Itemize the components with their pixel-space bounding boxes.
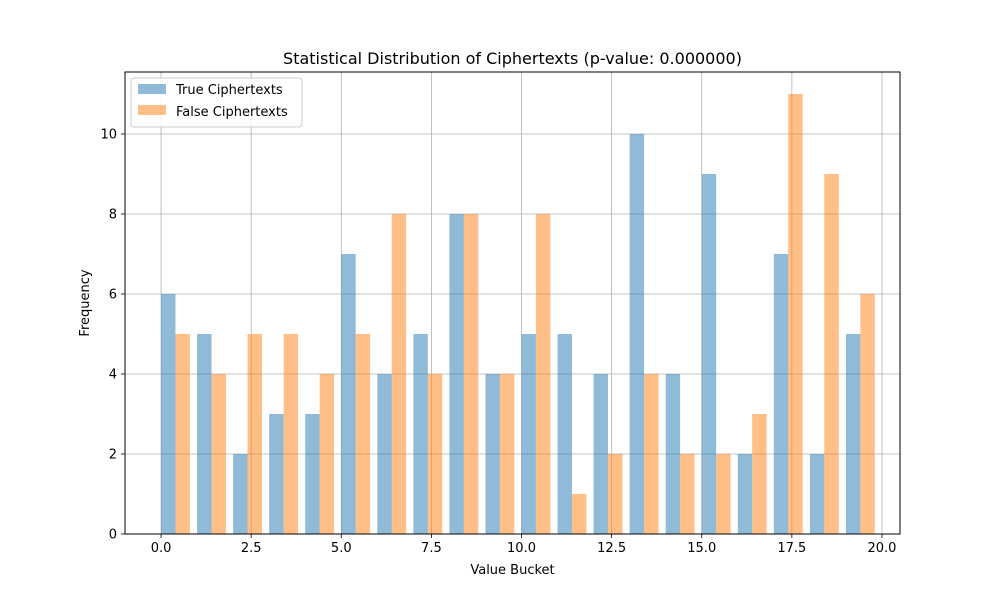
bar-true-ciphertexts [737, 454, 753, 534]
bar-true-ciphertexts [593, 374, 609, 534]
bar-true-ciphertexts [413, 334, 428, 534]
bar-false-ciphertexts [355, 334, 371, 534]
bar-false-ciphertexts [427, 374, 443, 534]
bar-false-ciphertexts [463, 214, 479, 534]
bar-true-ciphertexts [449, 214, 464, 534]
legend-swatch-false [138, 105, 166, 115]
bar-false-ciphertexts [283, 334, 299, 534]
bar-false-ciphertexts [571, 494, 587, 534]
x-tick-label: 7.5 [421, 541, 442, 556]
bar-true-ciphertexts [629, 134, 645, 534]
bar-true-ciphertexts [665, 374, 681, 534]
bar-false-ciphertexts [499, 374, 515, 534]
bar-true-ciphertexts [773, 254, 789, 534]
bar-false-ciphertexts [716, 454, 731, 534]
bar-false-ciphertexts [680, 454, 695, 534]
x-axis-label: Value Bucket [470, 563, 554, 578]
x-tick-label: 20.0 [868, 541, 897, 556]
legend-label-true: True Ciphertexts [175, 83, 283, 98]
bar-false-ciphertexts [175, 334, 190, 534]
bar-false-ciphertexts [824, 174, 839, 534]
y-tick-label: 2 [109, 448, 117, 463]
bar-false-ciphertexts [608, 454, 623, 534]
legend-box [130, 77, 303, 128]
y-tick-label: 6 [109, 288, 117, 303]
bar-true-ciphertexts [197, 334, 212, 534]
x-tick-label: 10.0 [507, 541, 536, 556]
x-tick-label: 12.5 [597, 541, 626, 556]
bar-true-ciphertexts [161, 294, 176, 534]
bars [161, 94, 875, 534]
bar-true-ciphertexts [269, 414, 284, 534]
bar-true-ciphertexts [233, 454, 248, 534]
bar-true-ciphertexts [809, 454, 825, 534]
y-tick-label: 0 [109, 528, 117, 543]
y-tick-label: 4 [109, 368, 117, 383]
bar-false-ciphertexts [860, 294, 875, 534]
x-tick-label: 0.0 [151, 541, 172, 556]
legend-label-false: False Ciphertexts [176, 105, 288, 120]
bar-false-ciphertexts [644, 374, 659, 534]
plot-frame [124, 71, 901, 535]
chart-title: Statistical Distribution of Ciphertexts … [283, 49, 742, 68]
y-tick-label: 10 [100, 128, 117, 143]
bar-true-ciphertexts [521, 334, 536, 534]
bar-false-ciphertexts [391, 214, 407, 534]
bar-false-ciphertexts [319, 374, 335, 534]
bar-true-ciphertexts [845, 334, 861, 534]
bar-false-ciphertexts [535, 214, 551, 534]
bar-false-ciphertexts [211, 374, 226, 534]
bar-false-ciphertexts [788, 94, 803, 534]
y-axis-label: Frequency [78, 269, 93, 336]
x-tick-label: 5.0 [331, 541, 352, 556]
bar-false-ciphertexts [247, 334, 262, 534]
bar-true-ciphertexts [485, 374, 500, 534]
axis-ticks: 0.0 2.5 5.0 7.5 10.0 12.5 15.0 17.5 20.0 0 2 4 6 8 10 [100, 128, 896, 557]
y-tick-label: 8 [109, 208, 117, 223]
x-tick-label: 17.5 [777, 541, 806, 556]
bar-true-ciphertexts [377, 374, 392, 534]
x-tick-label: 15.0 [687, 541, 716, 556]
bar-true-ciphertexts [305, 414, 320, 534]
bar-true-ciphertexts [557, 334, 572, 534]
x-tick-label: 2.5 [241, 541, 262, 556]
legend: True Ciphertexts False Ciphertexts [130, 77, 303, 128]
bar-true-ciphertexts [341, 254, 356, 534]
bar-true-ciphertexts [701, 174, 717, 534]
legend-swatch-true [138, 84, 166, 94]
bar-false-ciphertexts [752, 414, 767, 534]
